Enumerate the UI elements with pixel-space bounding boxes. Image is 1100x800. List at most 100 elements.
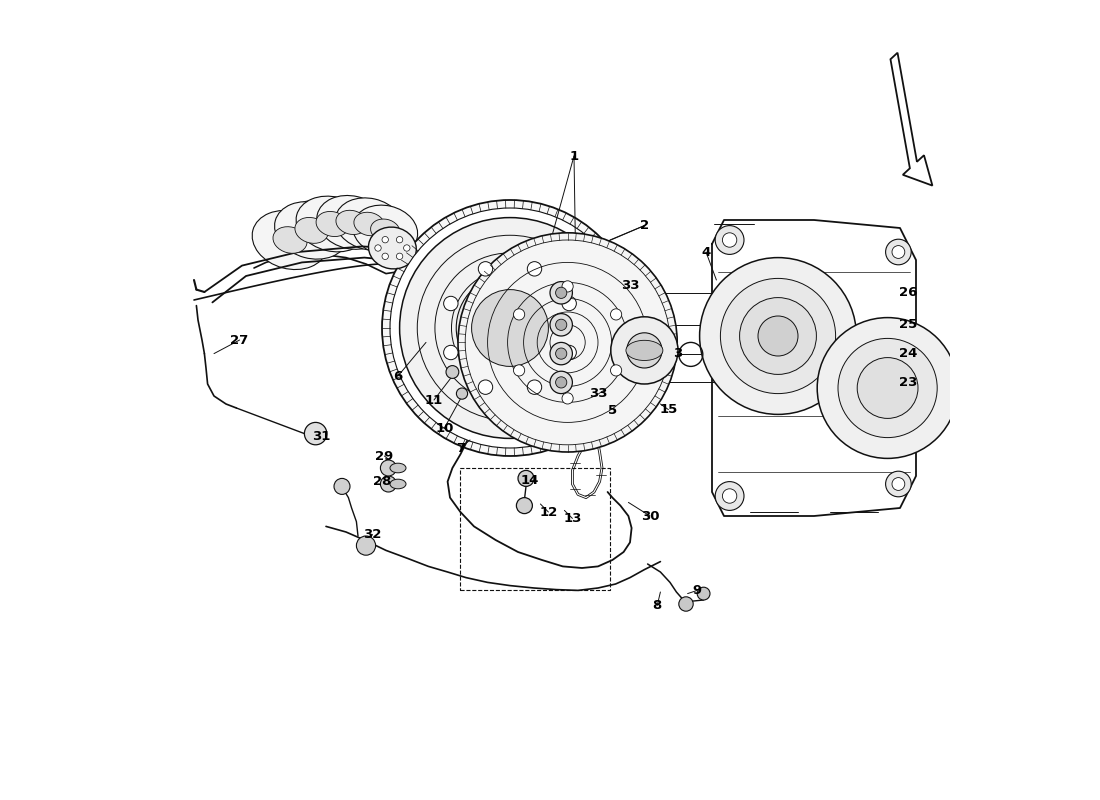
Ellipse shape — [353, 205, 418, 256]
Circle shape — [838, 338, 937, 438]
Text: 32: 32 — [363, 528, 382, 541]
Circle shape — [556, 348, 566, 359]
Circle shape — [472, 290, 549, 366]
Circle shape — [679, 597, 693, 611]
Circle shape — [478, 380, 493, 394]
Circle shape — [562, 281, 573, 292]
Text: 6: 6 — [394, 370, 403, 382]
Text: 31: 31 — [312, 430, 330, 442]
Circle shape — [550, 314, 572, 336]
Text: 33: 33 — [588, 387, 607, 400]
Circle shape — [443, 346, 458, 360]
Circle shape — [857, 358, 918, 418]
Text: 9: 9 — [693, 584, 702, 597]
Circle shape — [382, 253, 388, 259]
Circle shape — [700, 258, 857, 414]
Circle shape — [305, 422, 327, 445]
Circle shape — [723, 489, 737, 503]
Ellipse shape — [368, 227, 416, 269]
Circle shape — [550, 371, 572, 394]
Ellipse shape — [317, 195, 386, 250]
Circle shape — [382, 237, 388, 243]
Text: 11: 11 — [425, 394, 443, 406]
Circle shape — [518, 470, 534, 486]
Ellipse shape — [354, 212, 385, 236]
Circle shape — [562, 393, 573, 404]
Text: 30: 30 — [640, 510, 659, 522]
Text: 13: 13 — [563, 512, 582, 525]
Circle shape — [715, 226, 744, 254]
Circle shape — [456, 274, 564, 382]
Circle shape — [892, 246, 905, 258]
Circle shape — [627, 333, 662, 368]
Circle shape — [758, 316, 798, 356]
Circle shape — [817, 318, 958, 458]
Ellipse shape — [390, 479, 406, 489]
Circle shape — [562, 346, 576, 360]
Text: 24: 24 — [899, 347, 917, 360]
Ellipse shape — [252, 210, 328, 270]
Text: 3: 3 — [673, 347, 683, 360]
Circle shape — [715, 482, 744, 510]
Circle shape — [527, 380, 541, 394]
Circle shape — [720, 278, 836, 394]
Circle shape — [556, 287, 566, 298]
Text: 12: 12 — [539, 506, 558, 518]
Ellipse shape — [273, 226, 307, 254]
Ellipse shape — [275, 202, 349, 259]
Circle shape — [514, 365, 525, 376]
Circle shape — [527, 262, 541, 276]
Circle shape — [443, 296, 458, 310]
Text: 15: 15 — [659, 403, 678, 416]
Text: 25: 25 — [900, 318, 917, 331]
Circle shape — [356, 536, 375, 555]
Circle shape — [610, 317, 678, 384]
Circle shape — [334, 478, 350, 494]
Circle shape — [404, 245, 410, 251]
Circle shape — [723, 233, 737, 247]
Circle shape — [516, 498, 532, 514]
Circle shape — [739, 298, 816, 374]
Circle shape — [396, 237, 403, 243]
Polygon shape — [891, 53, 933, 186]
Circle shape — [610, 365, 621, 376]
Text: 10: 10 — [436, 422, 453, 434]
Circle shape — [396, 253, 403, 259]
Circle shape — [556, 319, 566, 330]
Ellipse shape — [296, 196, 369, 252]
Circle shape — [478, 262, 493, 276]
Circle shape — [458, 233, 678, 452]
Text: 27: 27 — [231, 334, 249, 346]
Text: 5: 5 — [608, 404, 617, 417]
Circle shape — [456, 388, 468, 399]
Circle shape — [892, 478, 905, 490]
Circle shape — [556, 377, 566, 388]
Circle shape — [610, 309, 621, 320]
Text: 28: 28 — [373, 475, 392, 488]
Circle shape — [381, 476, 396, 492]
Text: 8: 8 — [652, 599, 662, 612]
Text: 33: 33 — [621, 279, 640, 292]
Text: 1: 1 — [570, 150, 579, 162]
Circle shape — [886, 239, 911, 265]
Circle shape — [399, 218, 620, 438]
Circle shape — [381, 460, 396, 476]
Circle shape — [550, 282, 572, 304]
Circle shape — [886, 471, 911, 497]
Circle shape — [375, 245, 382, 251]
Text: 26: 26 — [899, 286, 917, 299]
Text: 4: 4 — [702, 246, 711, 258]
Ellipse shape — [626, 340, 663, 361]
Circle shape — [514, 309, 525, 320]
Ellipse shape — [336, 198, 404, 250]
Text: 2: 2 — [640, 219, 649, 232]
Circle shape — [550, 342, 572, 365]
Circle shape — [562, 296, 576, 310]
Ellipse shape — [371, 219, 399, 242]
Circle shape — [446, 366, 459, 378]
Ellipse shape — [295, 218, 328, 243]
Text: 23: 23 — [899, 376, 917, 389]
Circle shape — [697, 587, 710, 600]
Circle shape — [390, 208, 630, 448]
Ellipse shape — [390, 463, 406, 473]
